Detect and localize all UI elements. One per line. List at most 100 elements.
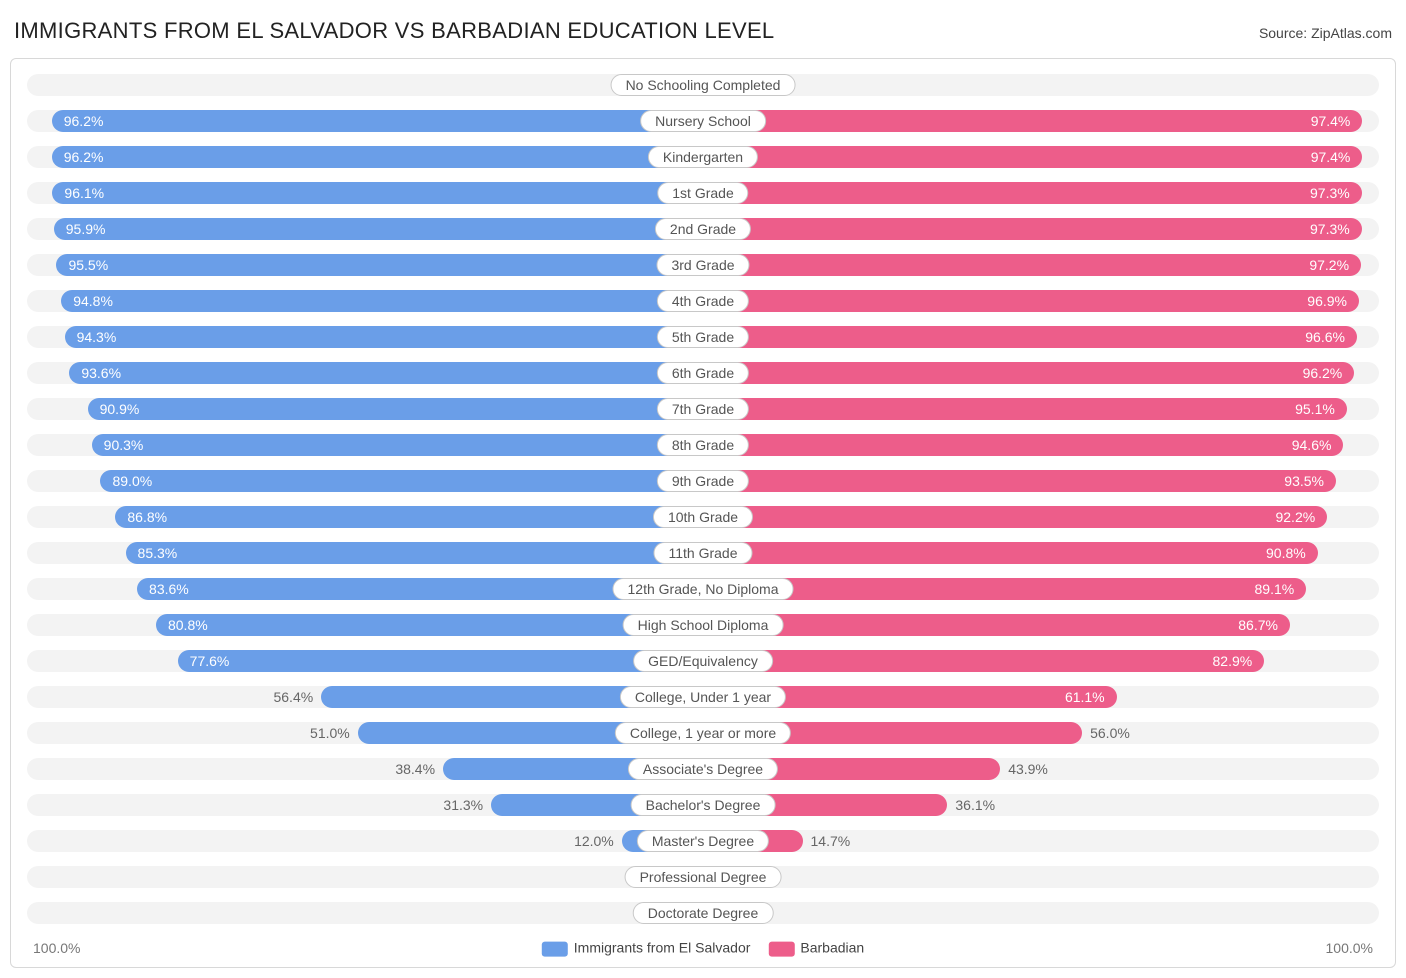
- value-left: 89.0%: [100, 467, 703, 495]
- value-left: 56.4%: [241, 683, 321, 711]
- source-attribution: Source: ZipAtlas.com: [1259, 25, 1392, 41]
- category-label: Doctorate Degree: [633, 902, 774, 924]
- category-label: 10th Grade: [653, 506, 753, 528]
- value-right: 93.5%: [703, 467, 1336, 495]
- legend-label-left: Immigrants from El Salvador: [574, 940, 751, 956]
- value-left: 96.2%: [52, 107, 703, 135]
- chart-row: 51.0% 56.0% College, 1 year or more: [11, 719, 1395, 747]
- chart-row: 94.8%96.9%4th Grade: [11, 287, 1395, 315]
- value-left: 96.1%: [52, 179, 703, 207]
- value-left: 85.3%: [126, 539, 703, 567]
- value-left: 38.4%: [363, 755, 443, 783]
- chart-row: 86.8%92.2%10th Grade: [11, 503, 1395, 531]
- chart-row: 96.1%97.3%1st Grade: [11, 179, 1395, 207]
- category-label: 12th Grade, No Diploma: [613, 578, 794, 600]
- value-right: 92.2%: [703, 503, 1327, 531]
- value-right: 36.1%: [947, 791, 1027, 819]
- value-right: 90.8%: [703, 539, 1318, 567]
- legend-label-right: Barbadian: [800, 940, 864, 956]
- chart-row: 38.4% 43.9% Associate's Degree: [11, 755, 1395, 783]
- value-right: 95.1%: [703, 395, 1347, 423]
- value-right: 97.4%: [703, 143, 1362, 171]
- track-left: [27, 902, 703, 924]
- category-label: 5th Grade: [657, 326, 749, 348]
- category-label: 3rd Grade: [656, 254, 749, 276]
- category-label: College, 1 year or more: [615, 722, 791, 744]
- chart-row: 31.3%36.1%Bachelor's Degree: [11, 791, 1395, 819]
- value-left: 90.3%: [92, 431, 703, 459]
- track-right: [703, 74, 1379, 96]
- value-right: 82.9%: [703, 647, 1264, 675]
- legend: Immigrants from El Salvador Barbadian: [542, 940, 864, 957]
- value-left: 94.3%: [65, 323, 703, 351]
- chart-row: 93.6%96.2%6th Grade: [11, 359, 1395, 387]
- chart-row: 95.9%97.3%2nd Grade: [11, 215, 1395, 243]
- category-label: 1st Grade: [657, 182, 748, 204]
- chart-row: 3.9%2.6%No Schooling Completed: [11, 71, 1395, 99]
- value-right: 96.6%: [703, 323, 1357, 351]
- chart-row: 77.6%82.9%GED/Equivalency: [11, 647, 1395, 675]
- value-left: 51.0%: [278, 719, 358, 747]
- category-label: 11th Grade: [653, 542, 752, 564]
- value-left: 96.2%: [52, 143, 703, 171]
- legend-row: 100.0% 100.0% Immigrants from El Salvador B…: [11, 935, 1395, 961]
- legend-swatch-left: [542, 941, 568, 956]
- legend-swatch-right: [768, 941, 794, 956]
- track-right: [703, 902, 1379, 924]
- chart-row: 96.2%97.4%Kindergarten: [11, 143, 1395, 171]
- category-label: 7th Grade: [657, 398, 749, 420]
- category-label: Professional Degree: [625, 866, 782, 888]
- value-right: 96.2%: [703, 359, 1354, 387]
- chart-row: 94.3%96.6%5th Grade: [11, 323, 1395, 351]
- chart-row: 90.9%95.1%7th Grade: [11, 395, 1395, 423]
- category-label: Master's Degree: [637, 830, 769, 852]
- category-label: 8th Grade: [657, 434, 749, 456]
- chart-row: 89.0%93.5%9th Grade: [11, 467, 1395, 495]
- category-label: College, Under 1 year: [620, 686, 786, 708]
- value-right: 14.7%: [803, 827, 883, 855]
- category-label: Associate's Degree: [628, 758, 778, 780]
- category-label: Nursery School: [640, 110, 766, 132]
- category-label: 4th Grade: [657, 290, 749, 312]
- value-left: 95.5%: [56, 251, 703, 279]
- value-left: 93.6%: [69, 359, 703, 387]
- category-label: No Schooling Completed: [611, 74, 796, 96]
- category-label: Kindergarten: [648, 146, 758, 168]
- diverging-bar-chart: 3.9%2.6%No Schooling Completed96.2%97.4%…: [10, 58, 1396, 968]
- category-label: GED/Equivalency: [633, 650, 773, 672]
- category-label: 6th Grade: [657, 362, 749, 384]
- value-left: 86.8%: [115, 503, 703, 531]
- source-prefix: Source:: [1259, 25, 1311, 41]
- value-left: 94.8%: [61, 287, 703, 315]
- value-left: 12.0%: [542, 827, 622, 855]
- category-label: 2nd Grade: [655, 218, 751, 240]
- chart-row: 80.8%86.7%High School Diploma: [11, 611, 1395, 639]
- value-right: 97.3%: [703, 215, 1362, 243]
- chart-row: 3.5%4.1%Professional Degree: [11, 863, 1395, 891]
- value-right: 43.9%: [1000, 755, 1080, 783]
- value-right: 97.2%: [703, 251, 1361, 279]
- value-left: 90.9%: [88, 395, 703, 423]
- chart-row: 12.0% 14.7% Master's Degree: [11, 827, 1395, 855]
- value-right: 96.9%: [703, 287, 1359, 315]
- value-right: 86.7%: [703, 611, 1290, 639]
- axis-max-left: 100.0%: [33, 940, 80, 956]
- header: IMMIGRANTS FROM EL SALVADOR VS BARBADIAN…: [10, 18, 1396, 58]
- chart-row: 90.3%94.6%8th Grade: [11, 431, 1395, 459]
- value-left: 31.3%: [411, 791, 491, 819]
- value-right: 97.3%: [703, 179, 1362, 207]
- legend-item-left: Immigrants from El Salvador: [542, 940, 751, 957]
- value-right: 56.0%: [1082, 719, 1162, 747]
- axis-max-right: 100.0%: [1326, 940, 1373, 956]
- value-left: 80.8%: [156, 611, 703, 639]
- chart-title: IMMIGRANTS FROM EL SALVADOR VS BARBADIAN…: [14, 18, 774, 44]
- chart-row: 1.4%1.6%Doctorate Degree: [11, 899, 1395, 927]
- chart-row: 95.5%97.2%3rd Grade: [11, 251, 1395, 279]
- chart-row: 96.2%97.4%Nursery School: [11, 107, 1395, 135]
- value-left: 95.9%: [54, 215, 703, 243]
- chart-row: 56.4%61.1%College, Under 1 year: [11, 683, 1395, 711]
- value-right: 94.6%: [703, 431, 1343, 459]
- chart-row: 83.6%89.1%12th Grade, No Diploma: [11, 575, 1395, 603]
- category-label: 9th Grade: [657, 470, 749, 492]
- chart-row: 85.3%90.8%11th Grade: [11, 539, 1395, 567]
